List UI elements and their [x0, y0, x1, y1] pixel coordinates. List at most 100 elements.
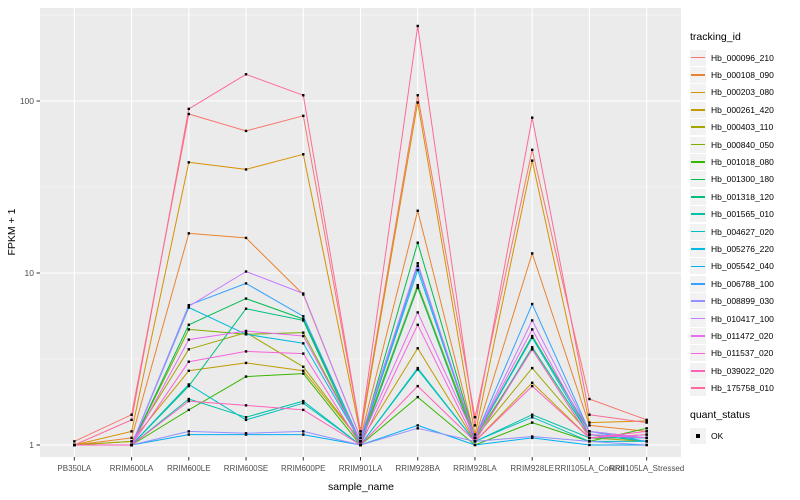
legend-entry-label: Hb_000403_110: [711, 122, 774, 133]
data-point: [244, 418, 248, 422]
legend-entry: Hb_001565_010: [690, 206, 800, 223]
data-point: [588, 430, 591, 433]
data-point: [302, 334, 305, 338]
legend-entry: Hb_000203_080: [690, 84, 800, 101]
data-point: [530, 416, 534, 419]
data-point: [645, 427, 648, 430]
legend-entry: Hb_005542_040: [690, 258, 800, 275]
legend-entry-label: Hb_005276_220: [711, 243, 774, 254]
data-point: [244, 297, 248, 300]
data-point: [187, 323, 191, 326]
data-point: [416, 323, 419, 326]
legend-entry: Hb_000261_420: [690, 101, 800, 118]
data-point: [588, 440, 591, 443]
data-point: [187, 348, 191, 351]
legend-entry: Hb_006788_100: [690, 275, 800, 292]
data-point: [530, 413, 534, 416]
data-point: [473, 416, 477, 419]
x-axis-title: sample_name: [328, 481, 394, 493]
data-point: [359, 430, 362, 433]
legend-entry: Hb_000096_210: [690, 49, 800, 66]
data-point: [359, 443, 362, 447]
legend-key-swatch: [690, 101, 706, 118]
data-point: [302, 399, 305, 403]
data-point: [588, 433, 591, 436]
data-point: [302, 331, 305, 334]
legend-key-line: [691, 369, 705, 372]
data-point: [645, 443, 648, 447]
data-point: [530, 148, 534, 152]
data-point: [588, 443, 591, 447]
data-point: [416, 366, 419, 370]
legend-entry-label: Hb_011537_020: [711, 348, 774, 359]
legend-key-swatch: [690, 84, 706, 101]
data-point: [645, 440, 648, 443]
legend-entry-label: Hb_039022_020: [711, 365, 774, 376]
legend-entry: Hb_000840_050: [690, 136, 800, 153]
data-point: [73, 440, 76, 443]
legend-key-line: [691, 143, 705, 146]
data-point: [302, 365, 305, 368]
data-point: [244, 329, 248, 333]
legend-entry: Hb_008899_030: [690, 292, 800, 310]
data-point: [130, 440, 133, 443]
data-point: [187, 360, 191, 363]
data-point: [588, 397, 591, 401]
data-point: [416, 283, 419, 287]
legend-key-line: [691, 109, 705, 111]
data-point: [302, 408, 305, 412]
data-point: [187, 161, 191, 164]
legend-entry-label: Hb_011472_020: [711, 330, 774, 341]
x-tick-label: RRIM600LA: [110, 464, 154, 473]
data-point: [588, 424, 591, 427]
data-point: [187, 369, 191, 373]
data-point: [130, 436, 133, 440]
data-point: [530, 346, 534, 349]
legend-entry-label: Hb_010417_100: [711, 313, 774, 324]
data-point: [187, 112, 191, 116]
legend-entry-label: Hb_001565_010: [711, 209, 774, 220]
legend-key-line: [691, 300, 705, 302]
legend-key-line: [691, 248, 705, 250]
legend-key-line: [691, 178, 705, 181]
data-point: [244, 73, 248, 76]
data-point: [530, 381, 534, 384]
data-point: [302, 430, 305, 433]
legend-key-swatch: [690, 310, 706, 327]
data-point: [187, 430, 191, 433]
data-point: [645, 436, 648, 440]
legend-entry-label: Hb_000096_210: [711, 52, 774, 63]
data-point: [359, 440, 362, 443]
data-point: [473, 436, 477, 440]
y-axis-title: FPKM + 1: [6, 208, 18, 256]
legend-entry-label: Hb_000840_050: [711, 139, 774, 150]
legend-key-line: [691, 126, 705, 129]
data-point: [416, 427, 419, 430]
legend-entry-label: Hb_008899_030: [711, 296, 774, 307]
data-point: [530, 435, 534, 438]
data-point: [244, 168, 248, 171]
legend-key-swatch: [690, 223, 706, 240]
data-point: [244, 432, 248, 435]
legend-key-swatch: [690, 240, 706, 257]
data-point: [416, 311, 419, 314]
data-point: [302, 292, 305, 295]
data-point: [302, 94, 305, 97]
data-point: [416, 285, 419, 289]
x-tick-label: RRII105LA_Control: [555, 464, 625, 473]
x-tick-label: RRIM600LE: [167, 464, 211, 473]
y-tick-label: 1: [29, 440, 34, 450]
legend-entry-label: Hb_005542_040: [711, 261, 774, 272]
legend-key-swatch: [690, 293, 706, 310]
x-tick-label: RRII105LA_Stressed: [609, 464, 684, 473]
legend-key-swatch: [690, 154, 706, 171]
legend-key-swatch: [690, 206, 706, 223]
data-point: [645, 433, 648, 436]
legend-key-swatch: [690, 49, 706, 66]
x-tick-label: RRIM928LA: [453, 464, 497, 473]
data-point: [530, 421, 534, 424]
data-point: [645, 419, 648, 423]
data-point: [244, 375, 248, 378]
data-point: [302, 342, 305, 345]
data-point: [530, 334, 534, 338]
